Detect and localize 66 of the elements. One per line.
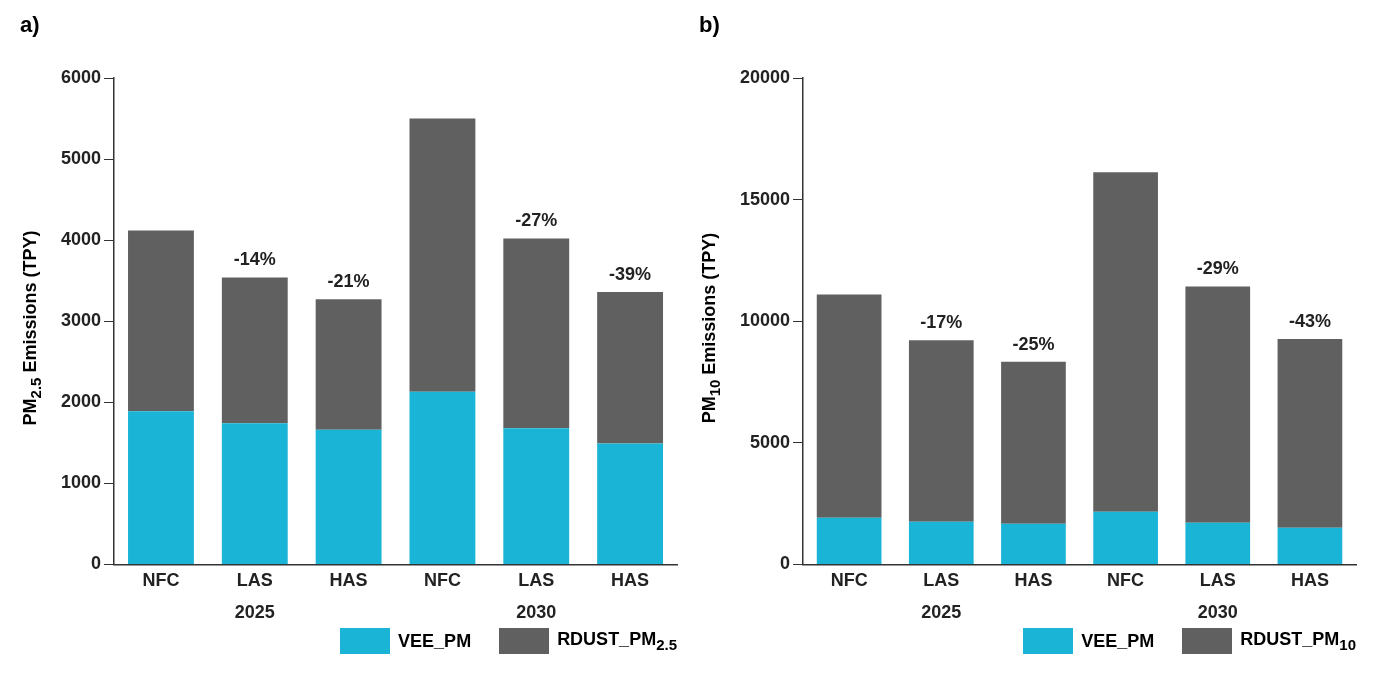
x-tick-label: NFC [1107, 570, 1145, 591]
legend-label: RDUST_PM$_{2.5}$ [557, 629, 677, 653]
x-tick-label: NFC [830, 570, 868, 591]
annotation: -25% [1012, 333, 1055, 354]
x-tick-label: NFC [423, 570, 461, 591]
bar [1277, 338, 1343, 528]
y-tick-label: 0 [780, 553, 791, 574]
x-tick-label: LAS [236, 570, 273, 591]
y-tick-label: 20000 [739, 66, 791, 87]
text: 2030 [516, 601, 557, 622]
bar [409, 391, 476, 564]
y-tick-label: 4000 [61, 229, 102, 250]
bar [1277, 527, 1343, 564]
x-tick-label: HAS [611, 570, 650, 591]
y-tick-label: 5000 [750, 431, 791, 452]
bar [816, 294, 882, 518]
bar [221, 277, 288, 424]
annotation: -21% [327, 271, 370, 292]
annotation: -29% [1196, 258, 1239, 279]
chart-title: b) [699, 12, 720, 38]
bar [221, 423, 288, 564]
y-tick-label: 2000 [61, 391, 102, 412]
y-tick-label: 5000 [61, 148, 102, 169]
y-tick-label: 1000 [61, 472, 102, 493]
bar [1001, 361, 1066, 524]
bar [1093, 511, 1158, 564]
bar [1185, 522, 1251, 564]
bar [908, 340, 974, 522]
legend-label: VEE_PM [1081, 630, 1155, 652]
y-tick-label: 0 [91, 553, 102, 574]
chart-title: a) [20, 12, 40, 38]
annotation: -27% [515, 210, 558, 231]
x-tick-label: HAS [1014, 570, 1053, 591]
text: 2025 [921, 601, 962, 622]
bar [1185, 286, 1251, 523]
y-tick-label: 15000 [739, 188, 791, 209]
x-tick-label: HAS [1290, 570, 1329, 591]
bar [503, 238, 570, 429]
bar [409, 118, 476, 392]
bar [128, 230, 194, 412]
y-tick-label: 3000 [61, 310, 102, 331]
bar [315, 299, 382, 430]
text: 2030 [1197, 601, 1238, 622]
x-tick-label: HAS [329, 570, 368, 591]
annotation: -39% [609, 263, 652, 284]
bar [816, 517, 882, 564]
x-tick-label: LAS [518, 570, 555, 591]
legend-label: VEE_PM [398, 630, 472, 652]
annotation: -17% [920, 312, 963, 333]
bar [128, 411, 194, 564]
legend-label: RDUST_PM$_{10}$ [1240, 629, 1356, 653]
bar [503, 428, 570, 564]
y-tick-label: 10000 [739, 310, 791, 331]
x-tick-label: LAS [1199, 570, 1236, 591]
bar [597, 292, 664, 444]
annotation: -43% [1288, 310, 1331, 331]
bar [1093, 172, 1158, 512]
bar [315, 429, 382, 564]
x-tick-label: NFC [142, 570, 180, 591]
bar [597, 443, 664, 564]
annotation: -14% [233, 249, 276, 270]
text: 2025 [234, 601, 275, 622]
y-tick-label: 6000 [61, 66, 102, 87]
bar [1001, 523, 1066, 564]
bar [908, 521, 974, 564]
x-tick-label: LAS [923, 570, 960, 591]
